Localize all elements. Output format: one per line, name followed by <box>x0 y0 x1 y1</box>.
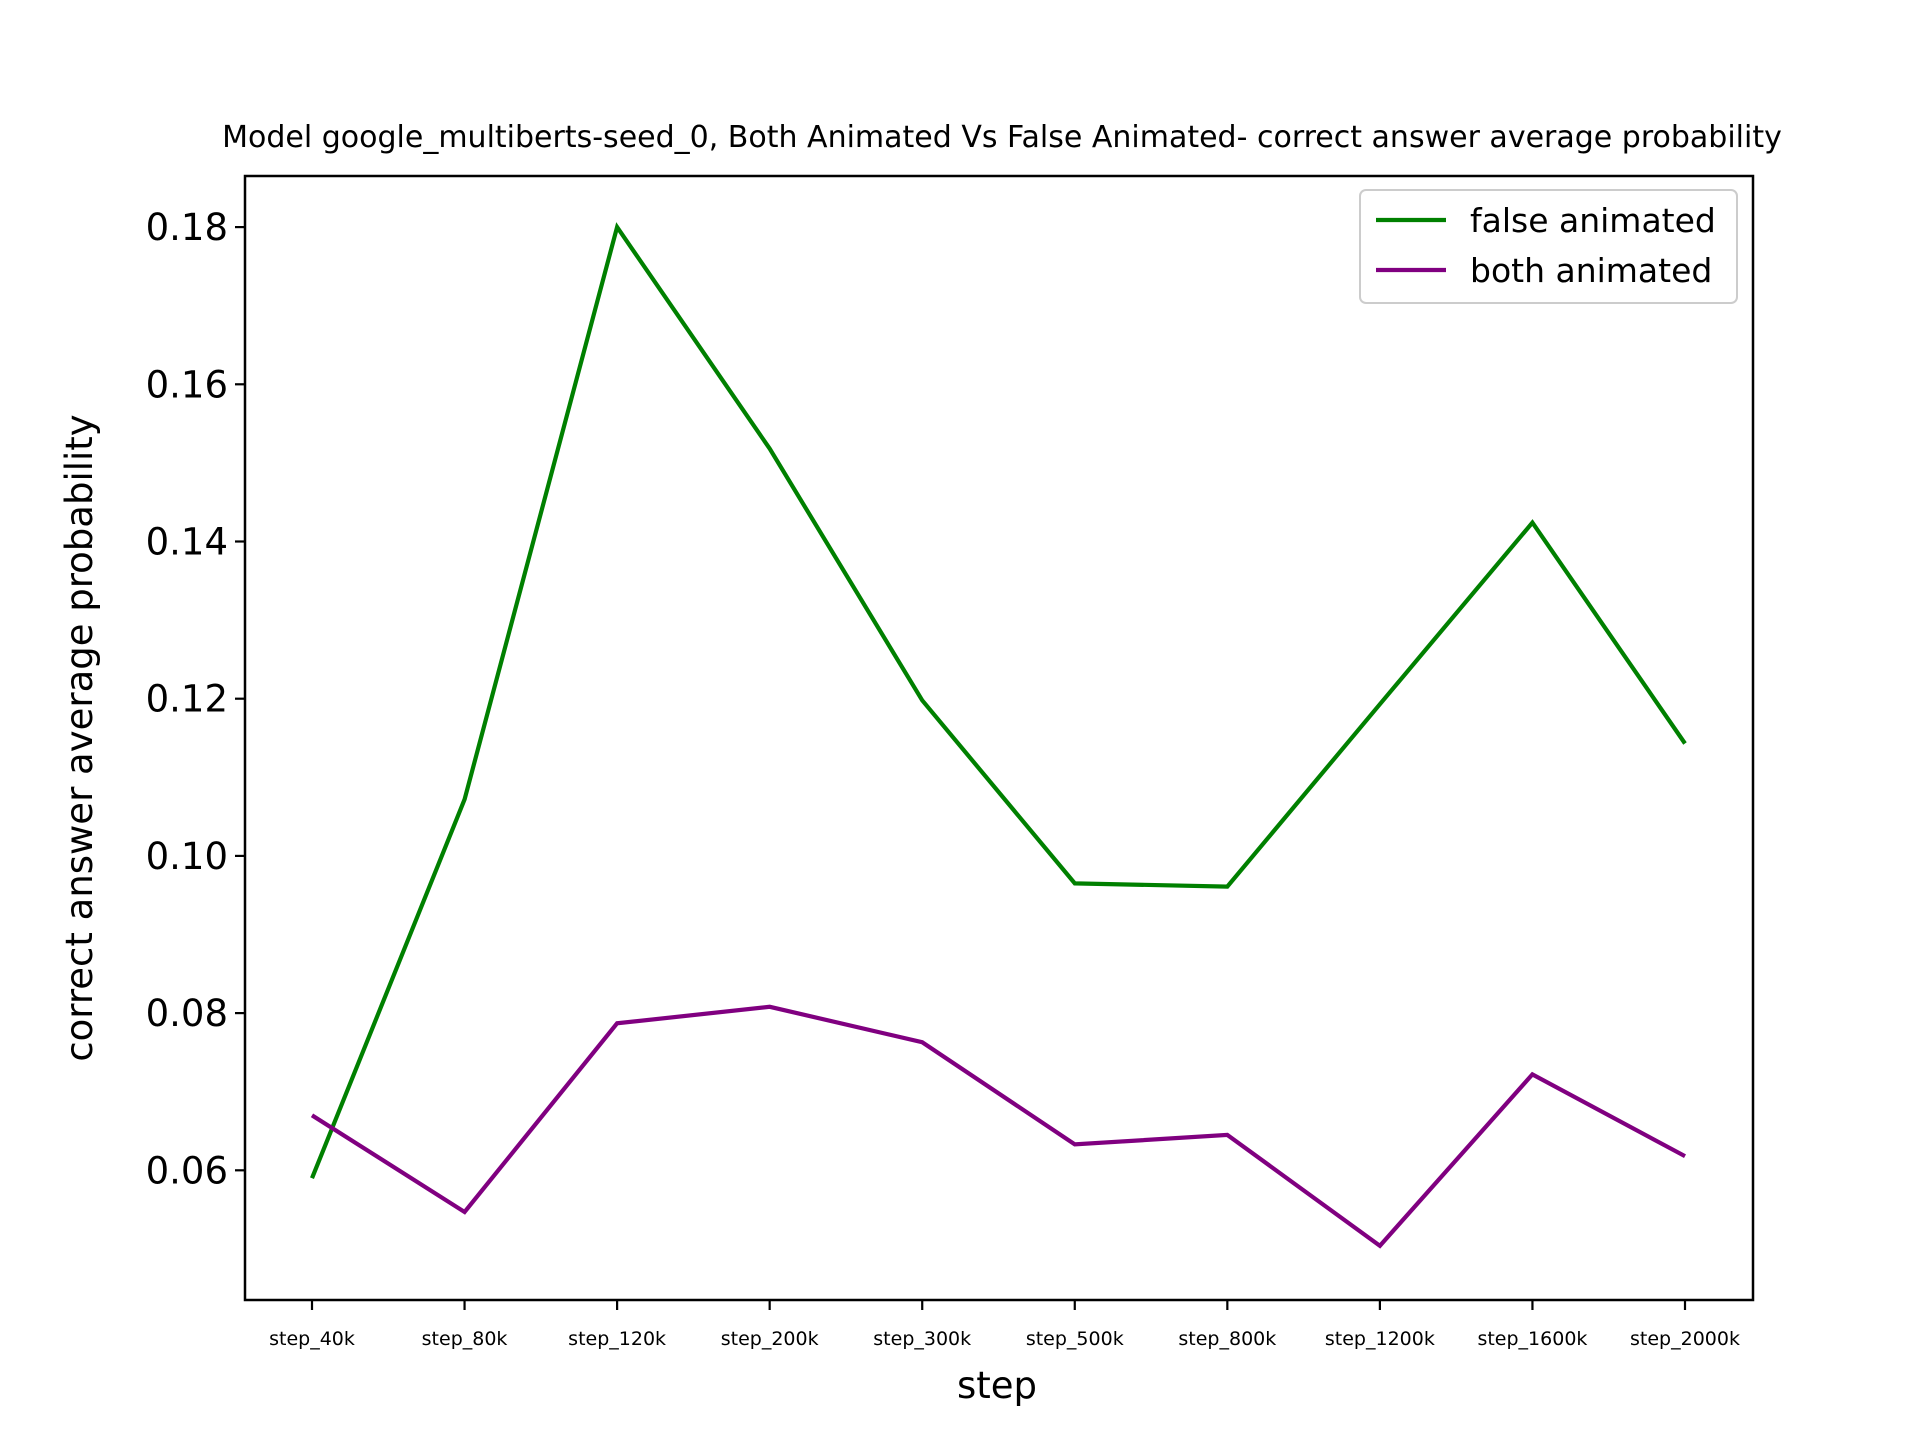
x-tick-label: step_200k <box>721 1328 819 1350</box>
series-line-both-animated <box>310 1004 1686 1249</box>
y-tick-label: 0.12 <box>146 678 228 721</box>
y-tick-label: 0.14 <box>146 520 228 563</box>
y-tick-label: 0.10 <box>146 835 228 878</box>
y-tick-label: 0.18 <box>146 206 228 249</box>
x-tick-label: step_1200k <box>1325 1328 1435 1350</box>
x-axis: step_40k step_80k step_120k step_200k step_3… <box>269 1300 1740 1350</box>
axes-frame <box>243 174 1755 1302</box>
x-tick-label: step_1600k <box>1477 1328 1587 1350</box>
y-axis-label: correct answer average probability <box>58 414 101 1061</box>
x-tick-label: step_800k <box>1178 1328 1276 1350</box>
plot-area <box>310 222 1687 1249</box>
x-tick-label: step_120k <box>568 1328 666 1350</box>
y-axis: 0.06 0.08 0.10 0.12 0.14 0.16 0.18 <box>146 206 245 1192</box>
legend-label: both animated <box>1470 251 1712 290</box>
y-tick-label: 0.16 <box>146 363 228 406</box>
legend: false animated both animated <box>1359 189 1738 304</box>
chart-title: Model google_multiberts-seed_0, Both Ani… <box>222 120 1782 155</box>
x-tick-label: step_80k <box>422 1328 508 1350</box>
x-tick-label: step_2000k <box>1630 1328 1740 1350</box>
x-tick-label: step_40k <box>269 1328 355 1350</box>
x-tick-label: step_300k <box>873 1328 971 1350</box>
y-tick-label: 0.08 <box>146 992 228 1035</box>
legend-box <box>1359 189 1738 304</box>
x-tick-label: step_500k <box>1026 1328 1124 1350</box>
series-line-false-animated <box>310 222 1687 1179</box>
x-axis-label: step <box>957 1364 1037 1407</box>
y-tick-label: 0.06 <box>146 1149 228 1192</box>
legend-label: false animated <box>1470 201 1716 240</box>
